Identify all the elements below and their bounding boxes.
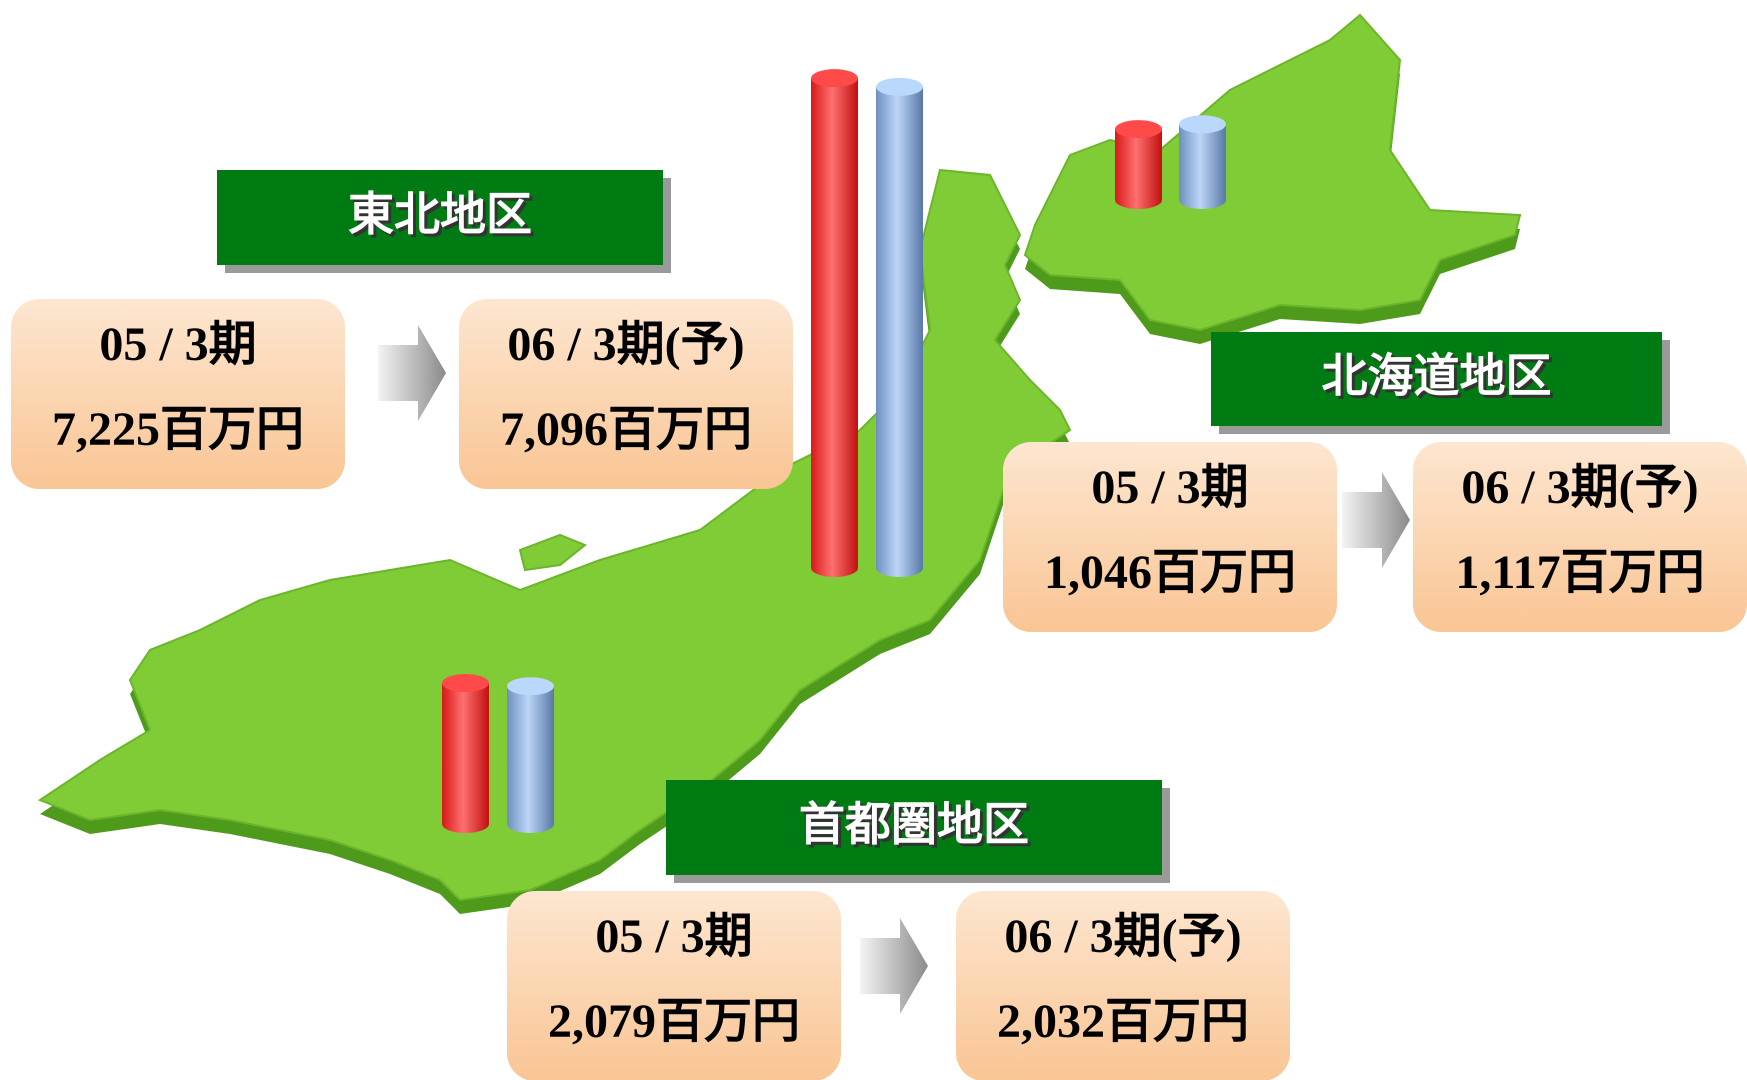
period-label: 05 / 3期 (99, 318, 256, 371)
value-label: 7,225百万円 (52, 403, 304, 456)
value-box (1003, 442, 1337, 632)
value-label: 1,046百万円 (1044, 546, 1296, 599)
value-label: 2,032百万円 (997, 995, 1249, 1048)
value-box (11, 299, 345, 489)
period-label: 06 / 3期(予) (1004, 910, 1241, 963)
cylinder (1179, 124, 1226, 200)
region-name: 北海道地区 (1325, 352, 1555, 406)
value-box (1413, 442, 1747, 632)
cylinder-top (1179, 115, 1226, 134)
period-label: 05 / 3期 (595, 910, 752, 963)
period-label: 05 / 3期 (1091, 461, 1248, 514)
value-label: 1,117百万円 (1455, 546, 1704, 599)
value-label: 2,079百万円 (548, 995, 800, 1048)
value-label: 7,096百万円 (500, 403, 752, 456)
cylinder (442, 683, 489, 824)
value-box (507, 891, 841, 1080)
period-label: 06 / 3期(予) (1461, 461, 1698, 514)
cylinder (507, 686, 554, 824)
value-box (956, 891, 1290, 1080)
header (666, 780, 1162, 875)
region-name: 首都圏地区 (799, 797, 1029, 851)
cylinder (811, 78, 858, 569)
cylinder-top (876, 77, 923, 96)
region-name: 東北地区 (351, 190, 535, 244)
arrow (860, 918, 928, 1014)
arrow (378, 325, 446, 421)
header (217, 170, 663, 265)
period-label: 06 / 3期(予) (507, 318, 744, 371)
region-name: 東北地区 (348, 187, 532, 241)
cylinder-top (811, 69, 858, 88)
cylinder-top (507, 677, 554, 696)
header (1211, 332, 1662, 426)
cylinder-top (442, 674, 489, 693)
value-box (459, 299, 793, 489)
cylinder (1115, 129, 1162, 200)
region-name: 首都圏地区 (802, 800, 1032, 854)
japan-map (37, 13, 1522, 914)
region-name: 北海道地区 (1322, 349, 1552, 403)
cylinder-top (1115, 120, 1162, 139)
arrow (1342, 472, 1410, 568)
cylinder (876, 86, 923, 568)
